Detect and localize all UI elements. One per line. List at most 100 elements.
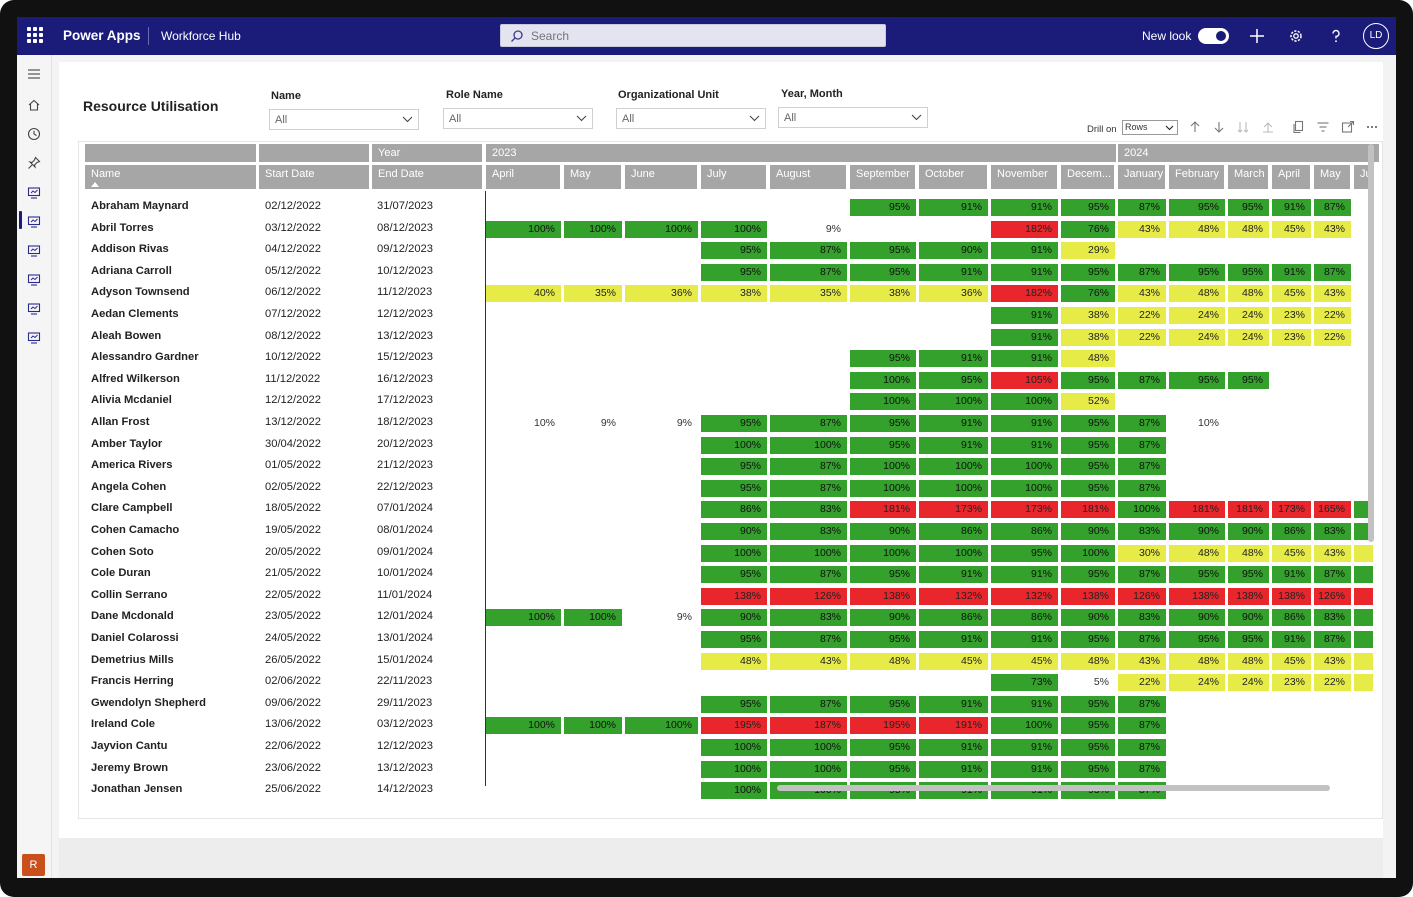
utilisation-cell[interactable]: 95% [701,458,767,476]
utilisation-cell[interactable]: 100% [770,760,847,778]
drill-up-arrow-icon[interactable] [1188,120,1202,134]
utilisation-cell[interactable]: 36% [919,285,988,303]
utilisation-cell[interactable]: 95% [850,350,916,368]
utilisation-cell[interactable]: 100% [850,544,916,562]
utilisation-cell[interactable]: 48% [1228,652,1269,670]
utilisation-cell[interactable]: 87% [1118,436,1166,454]
utilisation-cell[interactable]: 100% [919,393,988,411]
utilisation-cell[interactable]: 48% [1228,285,1269,303]
month-header[interactable]: Decem... [1061,165,1114,189]
utilisation-cell[interactable]: 91% [991,415,1058,432]
utilisation-cell[interactable]: 83% [770,609,847,627]
row-name[interactable]: America Rivers [91,459,173,472]
hamburger-menu-icon[interactable] [27,67,41,81]
utilisation-cell[interactable]: 91% [1272,199,1311,216]
row-name[interactable]: Abraham Maynard [91,200,189,212]
utilisation-cell[interactable]: 83% [1118,523,1166,540]
utilisation-cell[interactable]: 22% [1314,307,1351,324]
utilisation-cell[interactable]: 95% [850,199,916,216]
drill-on-select[interactable]: Rows [1122,120,1178,135]
month-header[interactable]: February [1169,165,1224,189]
utilisation-cell[interactable]: 165% [1314,501,1351,519]
utilisation-cell[interactable]: 95% [1061,760,1115,778]
utilisation-cell[interactable]: 87% [770,458,847,476]
utilisation-cell[interactable]: 100% [991,458,1058,476]
utilisation-cell[interactable]: 87% [1118,479,1166,497]
column-header-start-date[interactable]: Start Date [259,165,369,189]
gear-icon[interactable] [1287,27,1305,45]
hub-name[interactable]: Workforce Hub [161,29,241,43]
utilisation-cell[interactable]: 87% [1118,371,1166,389]
utilisation-cell[interactable]: 43% [1314,220,1351,238]
utilisation-cell[interactable]: 100% [919,458,988,476]
utilisation-cell[interactable]: 91% [919,415,988,432]
utilisation-cell[interactable]: 45% [1272,544,1311,562]
utilisation-cell[interactable]: 91% [991,350,1058,368]
utilisation-cell[interactable]: 90% [1169,523,1225,540]
month-header[interactable]: October [919,165,987,189]
utilisation-cell[interactable]: 91% [919,739,988,756]
utilisation-cell[interactable]: 100% [991,479,1058,497]
utilisation-cell[interactable]: 87% [1118,199,1166,216]
utilisation-cell[interactable]: 95% [701,631,767,648]
utilisation-cell[interactable]: 138% [701,587,767,605]
row-name[interactable]: Jeremy Brown [91,761,169,774]
utilisation-cell[interactable]: 48% [1061,652,1115,670]
utilisation-cell[interactable]: 48% [1169,285,1225,303]
utilisation-cell[interactable]: 43% [1118,285,1166,303]
utilisation-cell[interactable]: 126% [770,587,847,605]
utilisation-cell[interactable]: 24% [1228,307,1269,324]
utilisation-cell[interactable] [1354,544,1373,562]
slicer-name-dropdown[interactable]: All [269,109,419,130]
dashboard-monitor-icon[interactable] [27,186,41,200]
search-input[interactable] [529,28,873,44]
utilisation-cell[interactable]: 90% [1061,523,1115,540]
month-header[interactable]: May [564,165,621,189]
plus-icon[interactable] [1248,27,1266,45]
row-name[interactable]: Ireland Cole [91,718,156,731]
utilisation-cell[interactable]: 35% [770,285,847,303]
utilisation-cell[interactable]: 38% [1061,328,1115,346]
utilisation-cell[interactable]: 100% [564,220,622,238]
utilisation-cell[interactable]: 35% [564,285,622,303]
utilisation-cell[interactable]: 86% [701,501,767,519]
utilisation-cell[interactable] [1354,566,1373,584]
utilisation-cell[interactable]: 48% [1061,350,1115,368]
utilisation-cell[interactable]: 95% [701,479,767,497]
utilisation-cell[interactable]: 91% [919,566,988,584]
utilisation-cell[interactable]: 23% [1272,307,1311,324]
utilisation-cell[interactable]: 9% [676,611,692,624]
utilisation-cell[interactable]: 100% [625,717,698,735]
utilisation-cell[interactable]: 48% [1169,544,1225,562]
row-name[interactable]: Angela Cohen [91,480,167,493]
utilisation-cell[interactable]: 36% [625,285,698,303]
utilisation-cell[interactable]: 22% [1314,328,1351,346]
utilisation-cell[interactable]: 9% [676,417,692,429]
utilisation-cell[interactable]: 22% [1118,674,1166,692]
utilisation-cell[interactable]: 181% [1228,501,1269,519]
utilisation-cell[interactable]: 38% [850,285,916,303]
utilisation-cell[interactable]: 45% [1272,220,1311,238]
utilisation-cell[interactable]: 126% [1118,587,1166,605]
utilisation-cell[interactable]: 52% [1061,393,1115,411]
utilisation-cell[interactable]: 87% [770,263,847,281]
utilisation-cell[interactable]: 173% [1272,501,1311,519]
utilisation-cell[interactable]: 87% [1314,631,1351,648]
row-name[interactable]: Demetrius Mills [91,653,174,666]
utilisation-cell[interactable]: 87% [770,631,847,648]
utilisation-cell[interactable]: 95% [1228,631,1269,648]
app-title[interactable]: Power Apps [63,28,141,43]
utilisation-cell[interactable]: 95% [1061,717,1115,735]
month-header[interactable]: January [1118,165,1165,189]
row-name[interactable]: Aleah Bowen [91,329,162,342]
utilisation-cell[interactable]: 100% [625,220,698,238]
utilisation-cell[interactable]: 91% [919,350,988,368]
utilisation-cell[interactable]: 22% [1118,307,1166,324]
row-name[interactable]: Addison Rivas [91,243,169,256]
utilisation-cell[interactable]: 22% [1118,328,1166,346]
month-header[interactable]: April [486,165,560,189]
utilisation-cell[interactable]: 43% [1118,652,1166,670]
month-header[interactable]: September [850,165,915,189]
year-header-2023[interactable]: 2023 [486,144,1116,162]
row-name[interactable]: Daniel Colarossi [91,632,179,644]
